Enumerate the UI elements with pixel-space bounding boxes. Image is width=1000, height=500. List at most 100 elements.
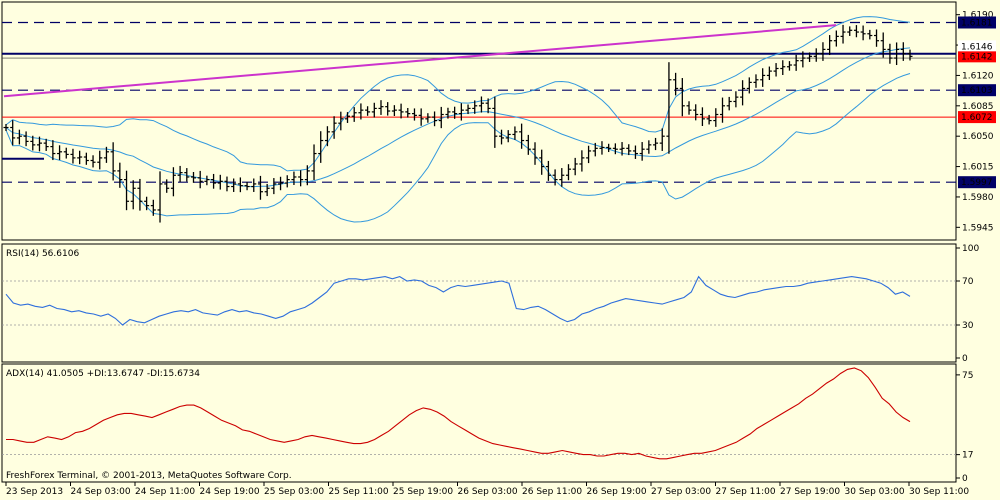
price-bar [331,116,337,139]
price-bar [800,51,806,68]
price-bar [244,181,250,191]
price-bar [599,141,605,155]
price-bar [699,107,705,126]
price-bar [398,103,404,119]
price-bar [371,102,377,118]
level-tag-label: 1.6181 [961,18,993,28]
price-bar [880,32,886,58]
indicator-tick-label: 75 [962,371,973,381]
price-bar [706,114,712,125]
price-bar [50,140,56,161]
price-bar [391,105,397,117]
price-bar [418,108,424,126]
adx-title: ADX(14) 41.0505 +DI:13.6747 -DI:15.6734 [6,369,200,379]
price-bar [77,150,83,165]
price-bar [3,124,9,131]
price-bar [619,142,625,156]
price-bar [753,74,759,88]
price-bar [211,173,217,189]
time-tick-label: 26 Sep 19:00 [587,487,647,497]
indicator-tick-label: 100 [962,244,979,254]
time-tick-label: 25 Sep 19:00 [393,487,453,497]
rsi-panel: 100 70 30 0 [2,244,979,364]
time-tick-label: 27 Sep 03:00 [651,487,711,497]
price-bar [43,138,49,151]
price-bar [807,52,813,62]
bid-tag [958,40,996,52]
price-bar [432,111,438,127]
price-bar [713,108,719,127]
price-bar [458,103,464,121]
price-bar [626,144,632,156]
price-bar [197,170,203,189]
price-bar [278,176,284,191]
price-bar [137,178,143,211]
indicator-tick-label: 0 [962,354,968,364]
indicator-tick-label: 30 [962,321,974,331]
indicator-series-line [5,275,911,326]
indicator-tick-label: 70 [962,277,974,287]
price-bar [237,177,243,193]
price-bar [653,137,659,151]
price-bar [97,150,103,170]
indicator-tick-label: 17 [962,451,973,461]
price-bar [117,162,123,188]
price-bar [813,48,819,62]
price-bar [70,148,76,164]
indicator-series-line [6,367,911,460]
price-bar [894,42,900,66]
price-bar [157,171,163,223]
price-tick-label: 1.6085 [962,102,994,112]
price-bar [786,61,792,71]
price-bar [378,100,384,115]
price-panel-frame [1,1,957,241]
price-bar [445,107,451,119]
price-bar [284,175,290,188]
price-bar [720,97,726,123]
price-bar [853,25,859,38]
bollinger-upper [5,16,911,172]
adx-panel: 75 17 0 [2,367,973,484]
price-bar [231,178,237,192]
price-tick-label: 1.6120 [962,71,994,81]
price-bar [251,178,257,192]
current-price-tag [958,50,996,63]
price-bar [338,111,344,131]
price-bar [793,54,799,71]
price-tick-label: 1.6015 [962,163,994,173]
price-bar [686,101,692,115]
price-bar [693,104,699,121]
price-bar [465,104,471,115]
price-bar [552,169,558,186]
time-tick-label: 25 Sep 11:00 [329,487,389,497]
price-tick-label: 1.5980 [962,193,994,203]
price-bar [532,142,538,165]
price-bar [351,107,357,122]
rsi-panel-frame [1,243,957,363]
price-bar [586,145,592,164]
price-bar [411,108,417,121]
price-bar [110,142,116,181]
time-tick-label: 25 Sep 03:00 [264,487,324,497]
level-tag-label: 1.6103 [961,86,993,96]
price-bar [30,135,36,151]
price-bar [646,140,652,154]
price-bar [36,136,42,152]
price-bar [565,164,571,181]
price-bar [860,25,866,41]
footer-copyright: FreshForex Terminal, © 2001-2013, MetaQu… [6,471,292,481]
rsi-title: RSI(14) 56.6106 [6,249,79,259]
time-tick-label: 27 Sep 11:00 [716,487,776,497]
price-bar [271,178,277,195]
price-bar [847,26,853,36]
price-bar [820,42,826,61]
price-bar [358,103,364,120]
current-price-tag-label: 1.6142 [961,52,993,62]
price-bar [525,134,531,155]
price-bar [606,143,612,153]
price-bar [733,91,739,108]
price-bar [612,143,618,155]
price-bar [666,62,672,154]
